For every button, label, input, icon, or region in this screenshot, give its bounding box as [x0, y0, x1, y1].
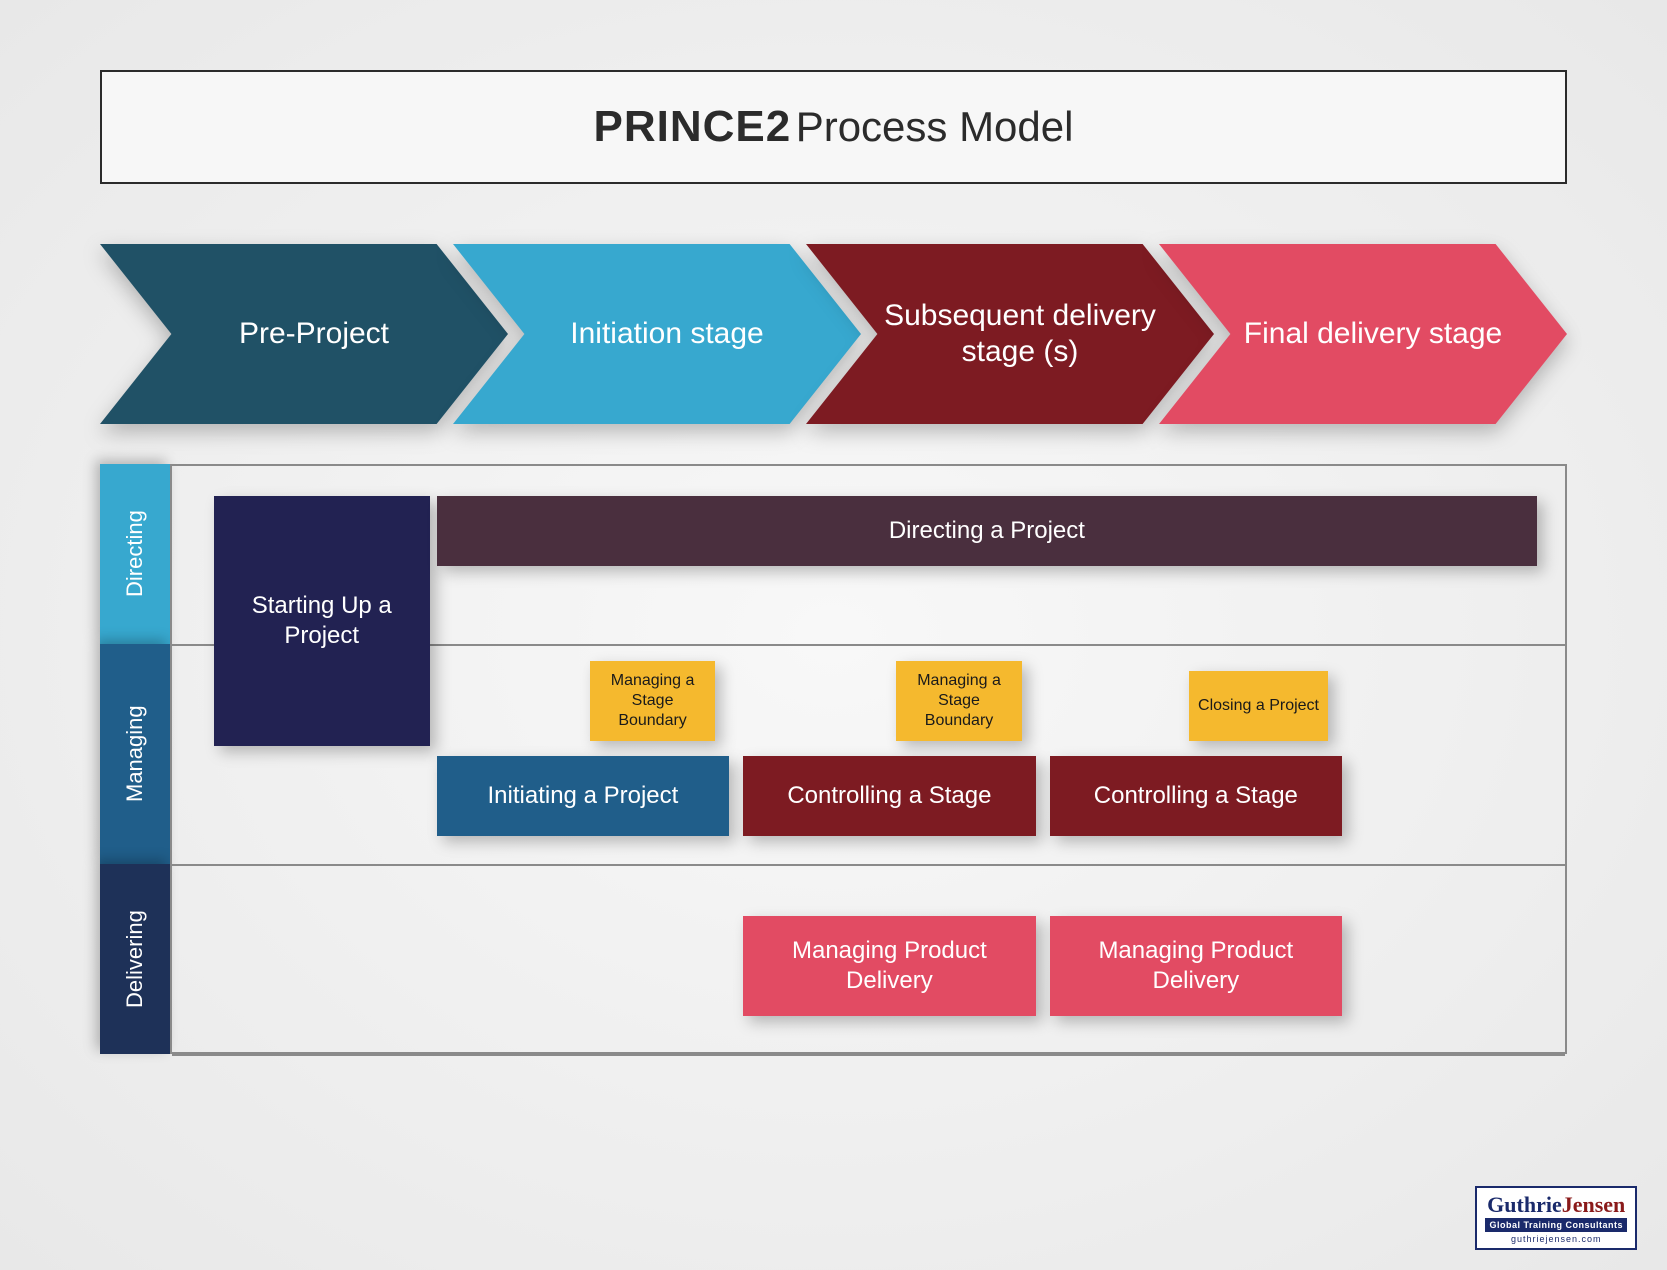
- title-box: PRINCE2 Process Model: [100, 70, 1567, 184]
- swimlane-area: DirectingManagingDelivering Starting Up …: [100, 464, 1567, 1054]
- lane-label-managing: Managing: [100, 644, 170, 864]
- block-controlling-stage-1: Controlling a Stage: [743, 756, 1036, 836]
- chevron-3: Final delivery stage: [1159, 244, 1567, 424]
- chevron-1: Initiation stage: [453, 244, 861, 424]
- chevron-label-3: Final delivery stage: [1184, 316, 1542, 352]
- block-mpd-2: Managing Product Delivery: [1050, 916, 1343, 1016]
- chevron-0: Pre-Project: [100, 244, 508, 424]
- chevron-label-2: Subsequent delivery stage (s): [806, 298, 1214, 370]
- block-starting-up: Starting Up a Project: [214, 496, 430, 746]
- logo-subtitle: Global Training Consultants: [1485, 1218, 1627, 1232]
- chevron-label-0: Pre-Project: [179, 316, 429, 352]
- lane-labels: DirectingManagingDelivering: [100, 464, 170, 1054]
- block-mpd-1: Managing Product Delivery: [743, 916, 1036, 1016]
- title-light: Process Model: [796, 103, 1074, 150]
- block-stage-boundary-2: Managing a Stage Boundary: [896, 661, 1021, 741]
- logo-name: GuthrieJensen: [1485, 1192, 1627, 1218]
- block-directing-project: Directing a Project: [437, 496, 1537, 566]
- block-initiating-project: Initiating a Project: [437, 756, 730, 836]
- logo-name-a: Guthrie: [1487, 1192, 1562, 1217]
- block-closing-project: Closing a Project: [1189, 671, 1328, 741]
- lane-body: Starting Up a ProjectDirecting a Project…: [170, 464, 1567, 1054]
- title-bold: PRINCE2: [594, 102, 792, 151]
- block-stage-boundary-1: Managing a Stage Boundary: [590, 661, 715, 741]
- logo-name-b: Jensen: [1562, 1192, 1626, 1217]
- lane-label-directing: Directing: [100, 464, 170, 644]
- block-controlling-stage-2: Controlling a Stage: [1050, 756, 1343, 836]
- chevron-label-1: Initiation stage: [510, 316, 803, 352]
- logo: GuthrieJensen Global Training Consultant…: [1475, 1186, 1637, 1250]
- chevron-2: Subsequent delivery stage (s): [806, 244, 1214, 424]
- logo-url: guthriejensen.com: [1485, 1234, 1627, 1244]
- lane-label-delivering: Delivering: [100, 864, 170, 1054]
- chevron-row: Pre-Project Initiation stageSubsequent de…: [100, 244, 1567, 424]
